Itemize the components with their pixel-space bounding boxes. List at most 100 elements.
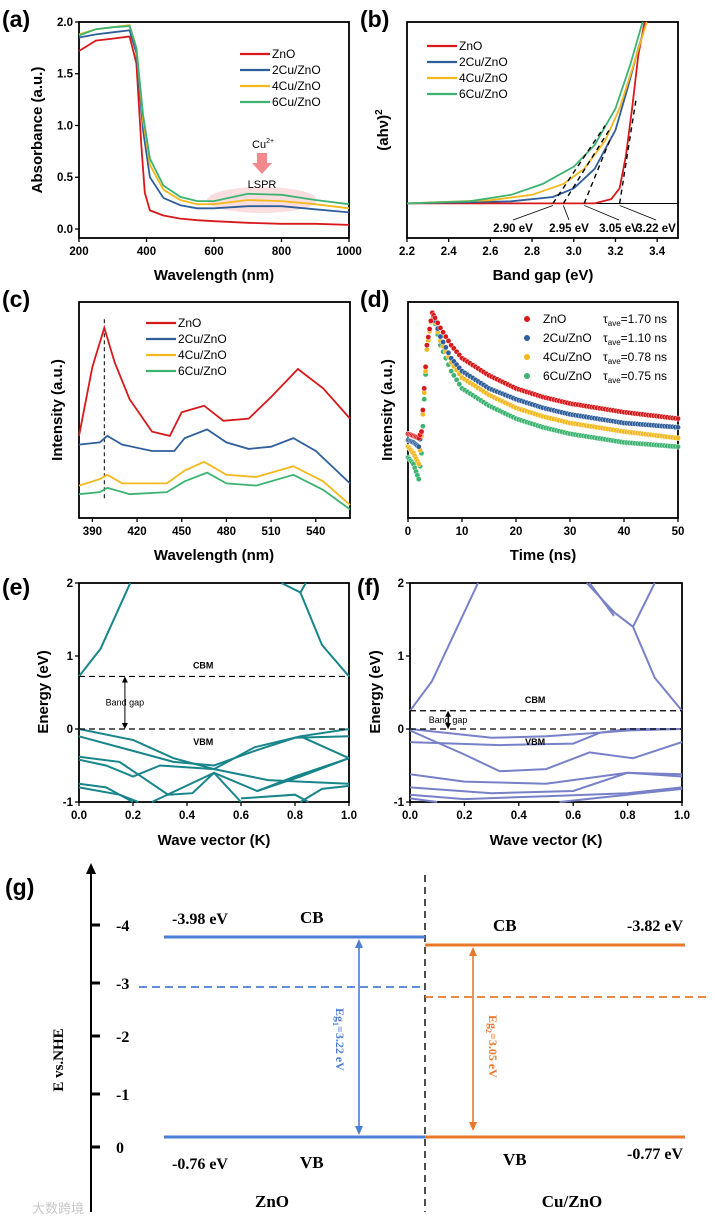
b-axes: 2.2 2.4 2.6 2.8 3.0 3.2 3.4 xyxy=(399,21,679,258)
d-xtick-label: 10 xyxy=(456,526,469,538)
d-data-point xyxy=(675,424,681,431)
a-ytick-label: 1.5 xyxy=(57,69,74,81)
b-gap-pointer xyxy=(512,205,554,221)
d-legend-marker xyxy=(524,354,530,360)
f-band-line xyxy=(409,582,479,712)
d-data-point xyxy=(445,338,452,344)
d-data-point xyxy=(437,325,444,331)
d-data-point xyxy=(422,363,429,370)
tau-sub: ave xyxy=(608,376,621,385)
b-series-line xyxy=(407,21,646,205)
svg-text:(ahν)2: (ahν)2 xyxy=(374,109,392,151)
b-xtick-label: 2.2 xyxy=(399,246,415,258)
d-tau-label: τave=1.70 ns xyxy=(603,312,667,328)
a-series-line xyxy=(78,35,350,226)
tau-value: =0.78 ns xyxy=(621,350,667,364)
e-band-line xyxy=(299,735,350,760)
f-ytick-label: -1 xyxy=(394,797,405,809)
cu-charge: 2+ xyxy=(266,138,274,145)
a-series-line xyxy=(78,29,350,214)
b-series-line xyxy=(406,21,648,205)
d-xlabel: Time (ns) xyxy=(510,547,576,564)
eg2-main: Eg xyxy=(486,1015,500,1029)
c-xtick-label: 450 xyxy=(172,526,191,538)
f-band-line xyxy=(409,771,683,795)
e-xtick-label: 0.4 xyxy=(179,810,196,822)
a-legend-label: ZnO xyxy=(272,47,295,61)
f-xlabel: Wave vector (K) xyxy=(490,832,603,849)
b-gap-pointer xyxy=(562,205,570,221)
d-data-point xyxy=(415,443,422,450)
f-xtick-label: 0.6 xyxy=(565,810,581,822)
g-ytick-label: -1 xyxy=(116,1087,129,1104)
b-tangent-line xyxy=(583,136,612,204)
f-band-line xyxy=(409,728,683,747)
d-data-point xyxy=(432,314,438,321)
b-tangent-line xyxy=(552,125,606,204)
f-axes: 0.0 0.2 0.4 0.6 0.8 1.0 -1 0 1 2 xyxy=(394,578,690,822)
eg1-value: =3.22 eV xyxy=(333,1026,347,1071)
d-data-point xyxy=(415,461,422,467)
d-data-point xyxy=(426,326,433,332)
f-band-line xyxy=(588,582,615,617)
d-plot-frame xyxy=(407,301,679,519)
e-band-line xyxy=(78,582,132,678)
d-data-point xyxy=(675,443,681,450)
b-legend-label: 2Cu/ZnO xyxy=(459,55,508,69)
e-gap-label: Band gap xyxy=(106,698,145,708)
tau-symbol: τ xyxy=(603,369,608,383)
b-xtick-label: 2.4 xyxy=(441,246,458,258)
d-legend-label: 4Cu/ZnO xyxy=(543,350,592,364)
d-legend-label: 6Cu/ZnO xyxy=(543,369,592,383)
d-legend-label: 2Cu/ZnO xyxy=(543,331,592,345)
tau-value: =1.10 ns xyxy=(621,331,667,345)
c-series-line xyxy=(78,428,351,485)
b-xtick-label: 2.8 xyxy=(524,246,541,258)
a-ylabel: Absorbance (a.u.) xyxy=(29,67,46,194)
d-data-point xyxy=(428,318,434,324)
arrow-up-icon xyxy=(469,947,477,956)
arrow-up-icon xyxy=(86,863,96,874)
d-data-point xyxy=(434,320,441,326)
a-series-line xyxy=(78,25,350,206)
b-ylabel: (ahν)2 xyxy=(374,109,392,151)
arrow-up-icon xyxy=(445,710,452,717)
d-data-point xyxy=(440,339,446,345)
d-tau-label: τave=0.78 ns xyxy=(603,350,667,366)
f-xtick-label: 1.0 xyxy=(674,810,690,822)
c-series-line xyxy=(78,460,351,506)
tau-symbol: τ xyxy=(603,331,608,345)
e-xtick-label: 1.0 xyxy=(341,810,357,822)
d-data-point xyxy=(675,415,681,422)
d-data-point xyxy=(453,376,460,383)
e-band-line xyxy=(78,735,350,767)
cuzno-cb-label: CB xyxy=(493,916,517,935)
b-ylabel-main: (ahν) xyxy=(375,115,392,151)
e-xtick-label: 0.0 xyxy=(71,810,87,822)
f-vbm-label: VBM xyxy=(525,737,545,747)
panel-label-c: (c) xyxy=(2,286,30,312)
d-data-point xyxy=(456,381,463,387)
d-data-point xyxy=(442,333,449,340)
c-xtick-label: 540 xyxy=(306,526,325,538)
f-band-line xyxy=(559,787,683,803)
d-data-point xyxy=(445,349,452,356)
a-axes: 200 400 600 800 1000 0.0 0.5 1.0 1.5 2.0 xyxy=(57,17,362,258)
panel-label-b: (b) xyxy=(360,6,389,32)
d-data-point xyxy=(425,334,432,340)
b-xlabel: Band gap (eV) xyxy=(493,267,594,284)
b-gap-label: 2.90 eV xyxy=(493,223,533,235)
eg2-label: Eg2=3.05 eV xyxy=(484,1015,500,1078)
g-ylabel: E vs.NHE xyxy=(51,1028,67,1091)
cuzno-name: Cu/ZnO xyxy=(542,1192,602,1211)
zno-name: ZnO xyxy=(255,1192,289,1211)
b-ylabel-sup: 2 xyxy=(374,109,385,115)
chart-marks: 200 400 600 800 10000.00.51.01.52.0ZnO2Cu/Zn… xyxy=(57,17,710,1212)
f-band-line xyxy=(409,786,683,801)
e-ytick-label: 1 xyxy=(67,651,74,663)
d-data-point xyxy=(424,342,430,349)
svg-text:Cu2+: Cu2+ xyxy=(252,138,274,151)
d-data-point xyxy=(448,368,455,374)
panel-label-a: (a) xyxy=(2,6,30,32)
arrow-down-icon xyxy=(355,1126,363,1135)
